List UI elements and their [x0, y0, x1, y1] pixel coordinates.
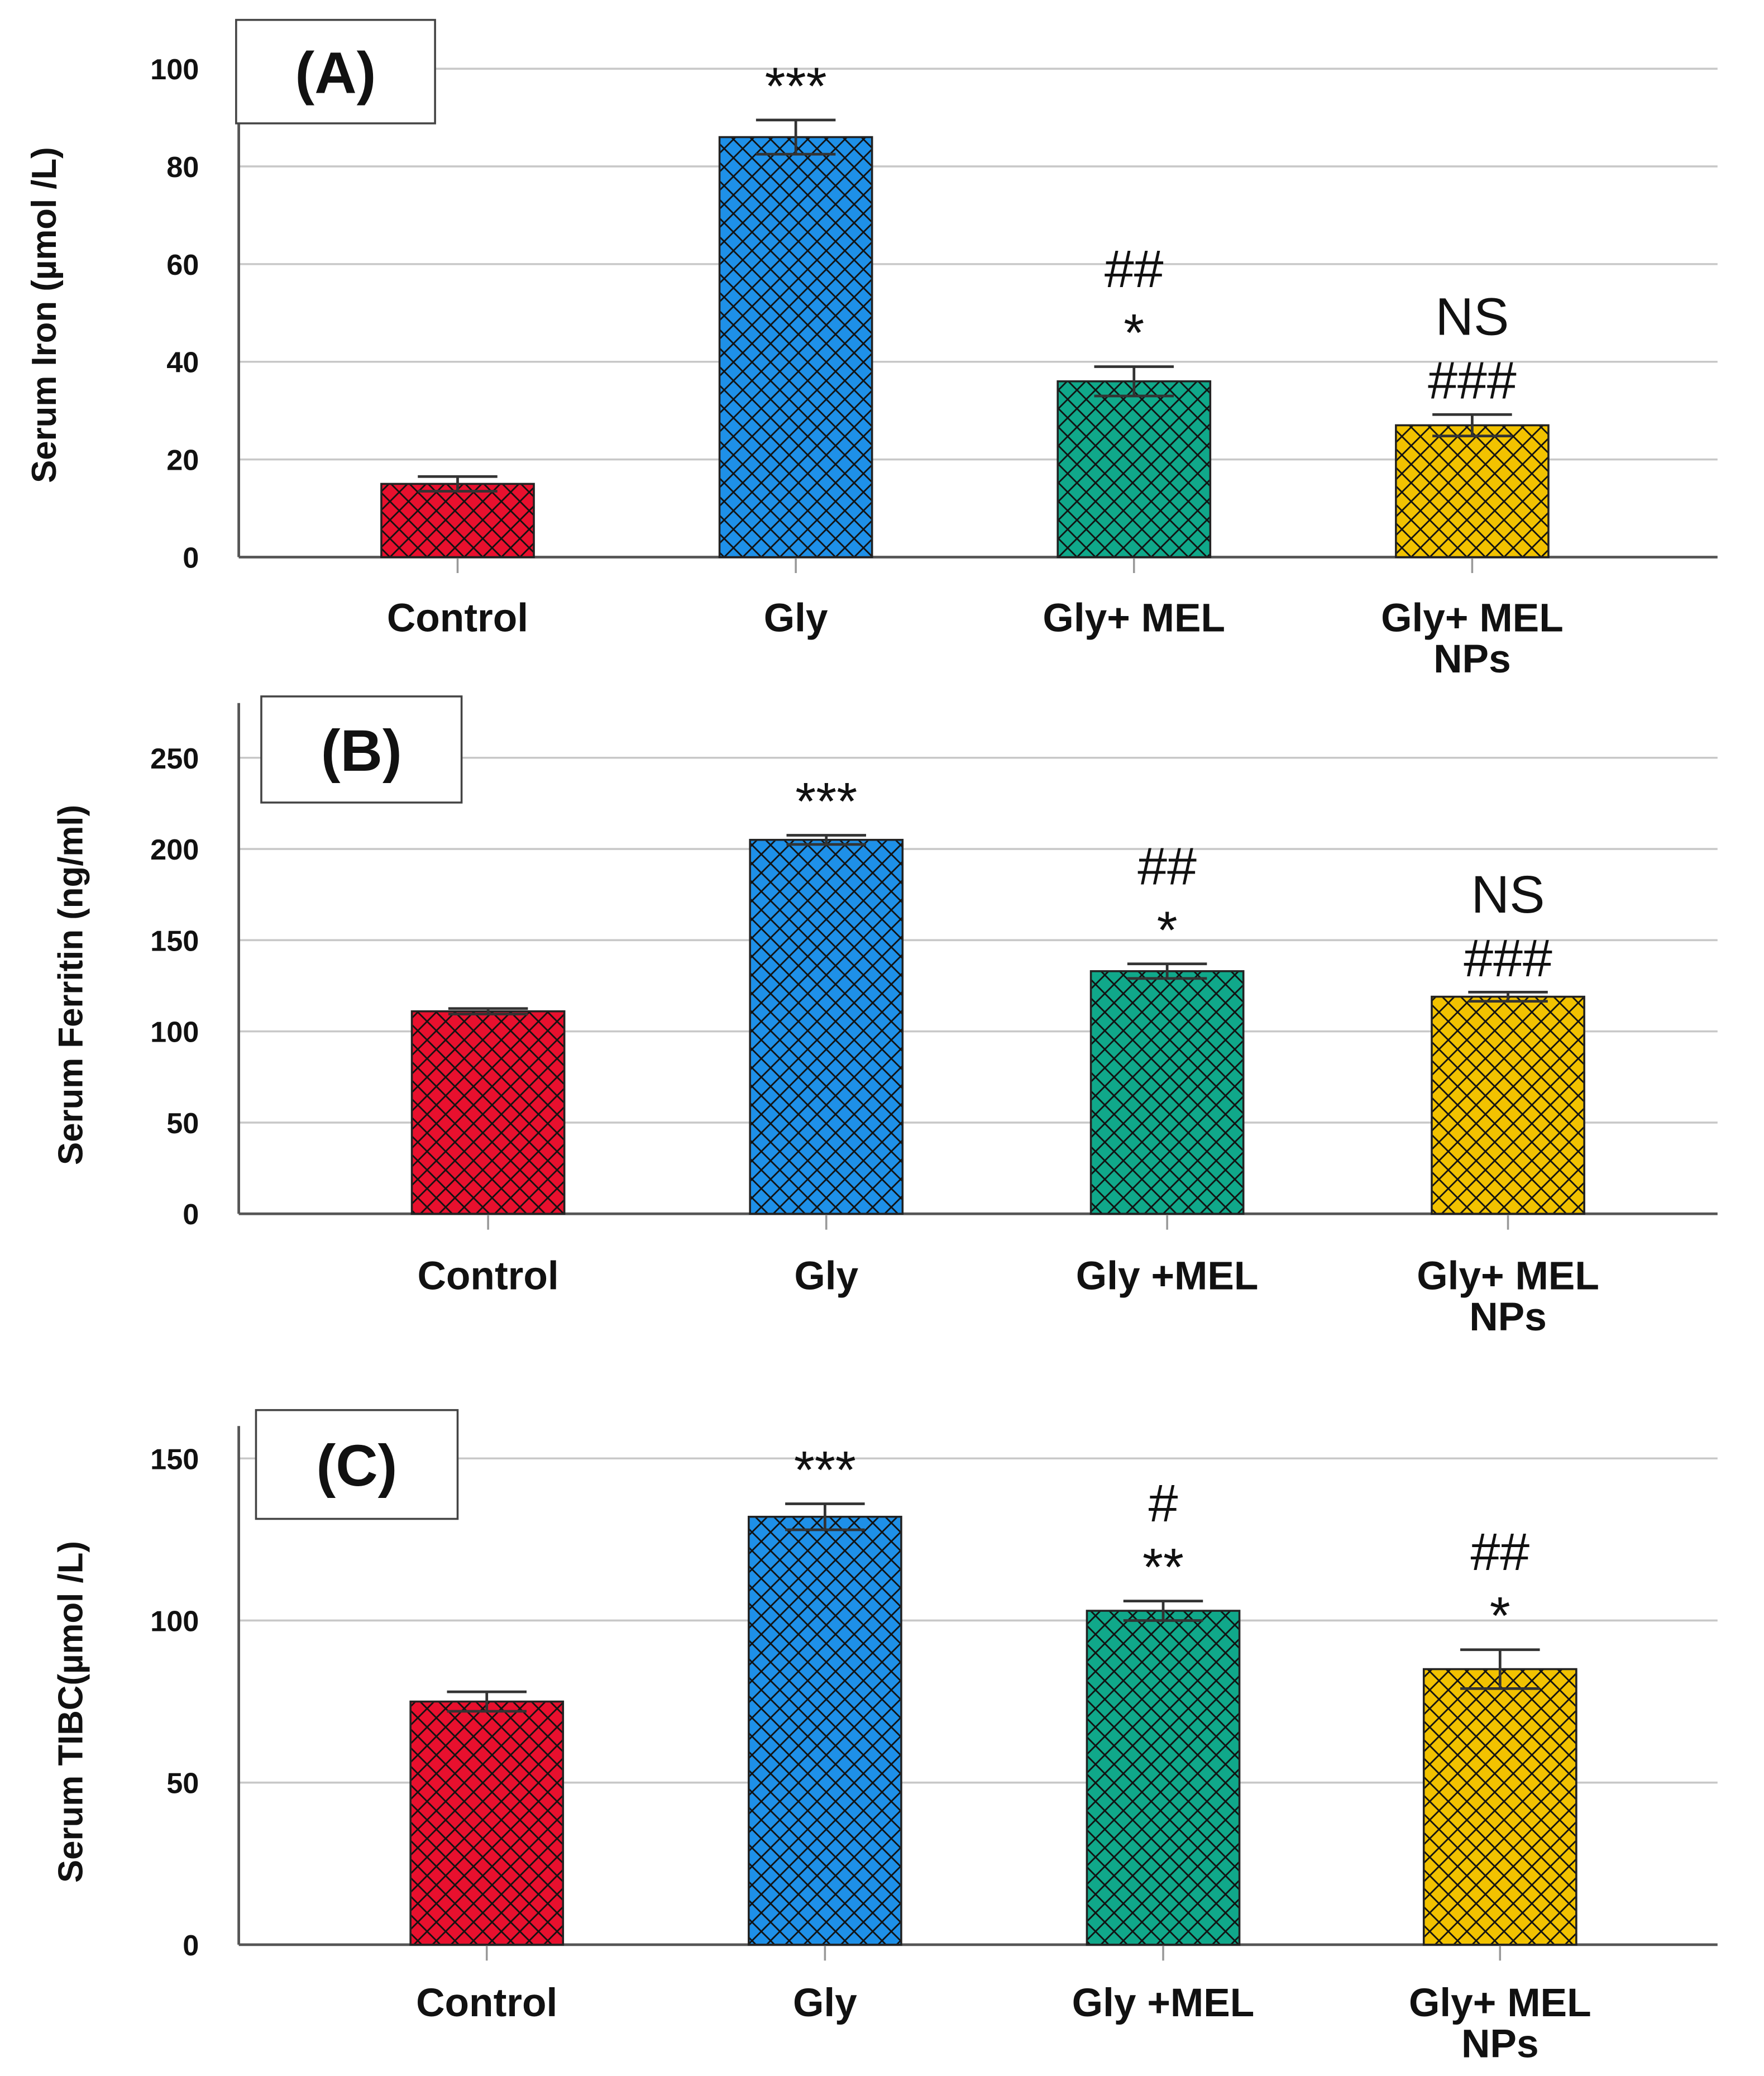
x-tick-label-line: Gly [764, 596, 828, 641]
significance-label: # [1149, 1474, 1178, 1533]
bar-hatch [380, 483, 535, 559]
significance-label: ## [1105, 240, 1164, 299]
x-tick-label: Gly +MEL [1072, 1980, 1255, 2025]
significance-label: * [1490, 1586, 1510, 1645]
x-tick-label-line: NPs [1461, 2022, 1539, 2067]
significance-label: *** [765, 56, 827, 116]
y-tick-label: 0 [183, 1930, 199, 1962]
panel-label-box [255, 1409, 459, 1520]
bar-hatch [1086, 1610, 1241, 1946]
bar-hatch [718, 136, 873, 559]
significance-label: ** [1142, 1538, 1184, 1597]
bar-hatch [1422, 1668, 1577, 1946]
x-tick-label-line: Control [387, 596, 528, 641]
x-tick-label-line: Control [416, 1980, 557, 2025]
significance-label: *** [795, 772, 857, 831]
x-tick-label-line: Gly+ MEL [1381, 596, 1564, 641]
x-tick-label-line: Gly [793, 1980, 857, 2025]
y-tick-label: 150 [150, 1443, 199, 1476]
y-axis-label: Serum TIBC(µmol /L) [51, 1541, 90, 1883]
x-tick-label: Gly [794, 1254, 858, 1299]
bar-hatch [1089, 970, 1245, 1215]
bar-hatch [748, 1515, 902, 1946]
x-tick-label: Gly+ MEL [1043, 596, 1225, 641]
x-tick-label-line: Gly +MEL [1076, 1254, 1259, 1299]
y-tick-label: 80 [166, 151, 199, 184]
bar-hatch [410, 1010, 566, 1215]
y-tick-label: 50 [166, 1108, 199, 1140]
significance-label: ### [1428, 351, 1517, 411]
x-tick-label-line: Gly+ MEL [1043, 596, 1225, 641]
significance-label: NS [1471, 865, 1545, 924]
y-tick-label: 60 [166, 249, 199, 281]
x-tick-label-line: NPs [1469, 1295, 1547, 1339]
chart-panel-a: 0 20 40 60 80 100 Serum Iron (µmol /L) (A) Contr… [25, 18, 1718, 682]
x-tick-label-line: NPs [1433, 637, 1511, 681]
bar-hatch [409, 1700, 565, 1946]
significance-label: * [1157, 900, 1178, 960]
bar-hatch [1431, 995, 1585, 1215]
x-tick-label-line: Gly [794, 1254, 858, 1299]
x-tick-label: Gly+ MEL NPs [1381, 596, 1564, 682]
significance-label: *** [794, 1440, 856, 1500]
y-axis-label: Serum Iron (µmol /L) [25, 147, 64, 483]
y-tick-label: 100 [150, 1016, 199, 1049]
significance-label: ### [1464, 929, 1552, 988]
x-tick-label: Gly [793, 1980, 857, 2025]
panel-label: (C) [316, 1433, 397, 1498]
x-tick-label-line: Gly+ MEL [1409, 1980, 1591, 2025]
panel-label-box [260, 695, 463, 804]
bar-hatch [1057, 380, 1212, 559]
y-tick-label: 50 [166, 1768, 199, 1800]
significance-label: ## [1137, 837, 1197, 896]
chart-panel-b: 0 50 100 150 200 250 Serum Ferritin (ng/ml) (B)… [51, 695, 1718, 1340]
y-tick-label: 20 [166, 445, 199, 477]
significance-label: * [1124, 303, 1144, 362]
y-tick-label: 0 [183, 542, 199, 575]
bar-hatch [1395, 424, 1550, 559]
panel-label: (A) [295, 40, 376, 106]
x-tick-label: Gly+ MEL NPs [1409, 1980, 1591, 2067]
y-tick-label: 150 [150, 925, 199, 957]
x-tick-label-line: Gly +MEL [1072, 1980, 1255, 2025]
x-tick-label: Control [417, 1254, 558, 1299]
x-tick-label-line: Gly+ MEL [1417, 1254, 1599, 1299]
x-tick-label: Control [387, 596, 528, 641]
y-tick-label: 100 [150, 54, 199, 86]
x-tick-label: Gly +MEL [1076, 1254, 1259, 1299]
y-tick-label: 200 [150, 834, 199, 866]
significance-label: ## [1470, 1523, 1529, 1582]
y-tick-label: 40 [166, 347, 199, 379]
y-tick-label: 250 [150, 743, 199, 775]
y-axis-label: Serum Ferritin (ng/ml) [51, 805, 90, 1165]
bar-hatch [749, 838, 904, 1215]
x-tick-label-line: Control [417, 1254, 558, 1299]
y-tick-label: 0 [183, 1199, 199, 1231]
x-tick-label: Gly [764, 596, 828, 641]
x-tick-label: Control [416, 1980, 557, 2025]
significance-label: NS [1435, 288, 1509, 347]
y-tick-label: 100 [150, 1605, 199, 1638]
panel-label-box [235, 18, 436, 125]
x-tick-label: Gly+ MEL NPs [1417, 1254, 1599, 1340]
panel-label: (B) [321, 718, 402, 784]
